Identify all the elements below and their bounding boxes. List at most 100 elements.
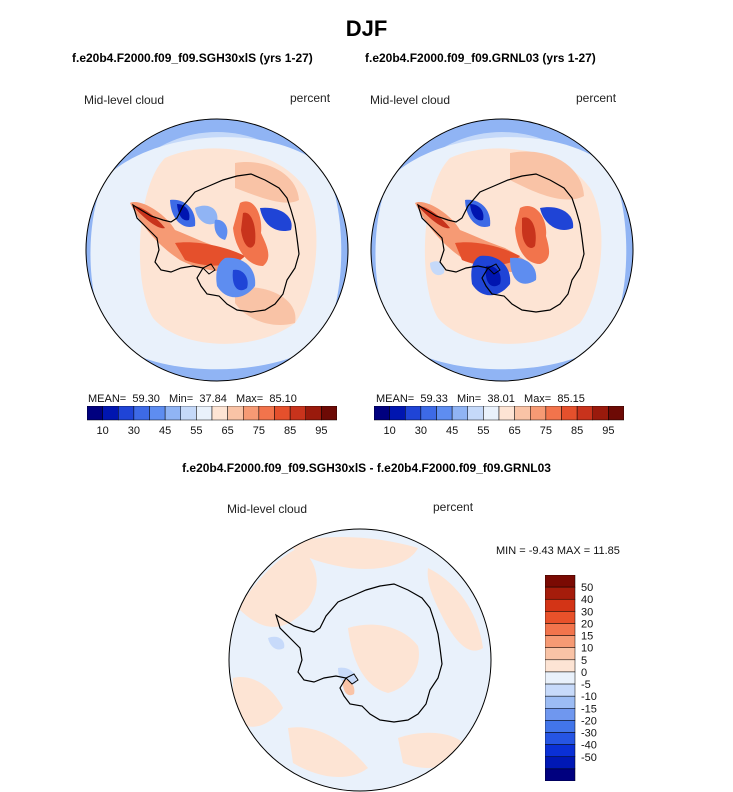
panel2-colorbar-cell bbox=[451, 406, 468, 421]
panel3-colorbar-tick: -20 bbox=[581, 715, 597, 727]
panel3-warm-interior bbox=[348, 624, 419, 693]
panel1-colorbar-tick: 45 bbox=[159, 425, 171, 437]
panel1-colorbar-cell bbox=[289, 406, 306, 421]
panel2-colorbar-cell bbox=[576, 406, 593, 421]
panel3-colorbar-cell bbox=[545, 671, 576, 685]
panel1-map bbox=[85, 118, 349, 382]
panel3-colorbar-tick: -15 bbox=[581, 703, 597, 715]
panel1-colorbar-cell bbox=[180, 406, 197, 421]
panel1-max-label: Max= bbox=[236, 393, 264, 405]
panel3-cold-patch-w bbox=[268, 636, 285, 650]
panel3-colorbar-cell bbox=[545, 708, 576, 721]
panel2-cold-patch-weddell bbox=[430, 261, 445, 276]
panel1-colorbar: 10 30 45 55 65 75 85 95 bbox=[87, 406, 337, 437]
panel3-colorbar-tick: 50 bbox=[581, 582, 593, 594]
panel2-colorbar-cell bbox=[405, 406, 422, 421]
panel3-colorbar-cell bbox=[545, 744, 576, 758]
panel3-colorbar-cell bbox=[545, 732, 576, 745]
panel1-colorbar-cell bbox=[274, 406, 291, 421]
panel2-cold-south-east bbox=[510, 257, 537, 284]
panel3-warm-patch-ne bbox=[427, 568, 483, 651]
panel1-colorbar-cell bbox=[133, 406, 150, 421]
panel3-colorbar-tick: -10 bbox=[581, 691, 597, 703]
panel1-colorbar-cell bbox=[164, 406, 181, 421]
panel3-subtitle: f.e20b4.F2000.f09_f09.SGH30xlS - f.e20b4… bbox=[182, 461, 551, 475]
panel2-units-label: percent bbox=[576, 91, 617, 105]
panel2-colorbar-tick: 75 bbox=[540, 425, 552, 437]
panel3-map bbox=[228, 528, 492, 792]
panel2-colorbar-cell bbox=[374, 406, 390, 421]
panel2-colorbar-tick: 45 bbox=[446, 425, 458, 437]
panel3-colorbar-cell bbox=[545, 647, 576, 661]
panel1-colorbar-cell bbox=[118, 406, 135, 421]
page-title: DJF bbox=[345, 16, 388, 41]
panel2-colorbar-cell bbox=[561, 406, 578, 421]
panel3-colorbar-tick: 0 bbox=[581, 667, 587, 679]
panel2-ross-peak bbox=[455, 242, 520, 266]
panel1-colorbar-tick: 65 bbox=[222, 425, 234, 437]
panel1-colorbar-cell bbox=[87, 406, 103, 421]
panel1-units-label: percent bbox=[290, 91, 331, 105]
panel2-colorbar-cell bbox=[530, 406, 547, 421]
panel3-colorbar-cell bbox=[545, 611, 576, 624]
panel3-warm-patch-n bbox=[288, 536, 418, 569]
panel1-peninsula-peak bbox=[133, 206, 165, 229]
panel2-colorbar-tick: 85 bbox=[571, 425, 583, 437]
panel1-colorbar-tick: 95 bbox=[315, 425, 327, 437]
panel1-map-border bbox=[85, 118, 349, 382]
panel1-colorbar-tick: 75 bbox=[253, 425, 265, 437]
panel3-colorbar-cell bbox=[545, 598, 576, 612]
panel2-colorbar-tick: 55 bbox=[477, 425, 489, 437]
panel2-mean-label: MEAN= bbox=[376, 393, 415, 405]
panel2-max-label: Max= bbox=[524, 393, 552, 405]
panel2-warm-patch-north bbox=[510, 151, 584, 200]
panel2-colorbar-cell bbox=[545, 406, 562, 421]
panel3-variable-label: Mid-level cloud bbox=[227, 502, 308, 516]
panel1-subtitle: f.e20b4.F2000.f09_f09.SGH30xlS (yrs 1-27… bbox=[72, 51, 313, 65]
panel3-colorbar-cell bbox=[545, 623, 576, 636]
panel3-colorbar-tick: -50 bbox=[581, 752, 597, 764]
panel1-colorbar-cell bbox=[258, 406, 275, 421]
panel2-cold-core-west bbox=[470, 204, 484, 221]
panel2-max-value: 85.15 bbox=[557, 393, 585, 405]
panel2-colorbar-cell bbox=[467, 406, 484, 421]
panel1-interior-low2 bbox=[214, 219, 228, 240]
panel2-subtitle: f.e20b4.F2000.f09_f09.GRNL03 (yrs 1-27) bbox=[365, 51, 596, 65]
panel2-east-peak bbox=[522, 217, 536, 249]
panel1-colorbar-tick: 10 bbox=[97, 425, 109, 437]
panel2-min-value: 38.01 bbox=[487, 393, 515, 405]
panel1-colorbar-cell bbox=[196, 406, 213, 421]
panel1-colorbar-tick: 30 bbox=[128, 425, 140, 437]
panel2-colorbar: 10 30 45 55 65 75 85 95 bbox=[374, 406, 624, 437]
panel2-peninsula-peak bbox=[418, 206, 450, 229]
panel1-east-peak bbox=[241, 212, 256, 248]
panel2-ice-shelf-outline bbox=[487, 263, 501, 275]
panel1-min-label: Min= bbox=[169, 393, 194, 405]
panel1-cold-core-west bbox=[177, 204, 190, 221]
panel3-colorbar-tick: 5 bbox=[581, 655, 587, 667]
panel2-antarctica-outline bbox=[416, 173, 585, 313]
panel2-colorbar-cell bbox=[608, 406, 624, 421]
panel3-colorbar-tick: 15 bbox=[581, 631, 593, 643]
panel2-colorbar-cell bbox=[592, 406, 609, 421]
panel2-colorbar-tick: 65 bbox=[509, 425, 521, 437]
panel3-colorbar-cell bbox=[545, 659, 576, 673]
panel1-interior-low bbox=[195, 205, 218, 225]
panel1-colorbar-cell bbox=[149, 406, 166, 421]
panel3-colorbar-cell bbox=[545, 635, 576, 648]
panel1-max-value: 85.10 bbox=[269, 393, 297, 405]
panel3-cold-patch-ross bbox=[338, 667, 357, 685]
panel3-warm-patch-w bbox=[233, 677, 283, 727]
panel1-stats: MEAN= 59.30 Min= 37.84 Max= 85.10 bbox=[88, 393, 297, 405]
panel2-mean-value: 59.33 bbox=[420, 393, 448, 405]
panel1-colorbar-cell bbox=[211, 406, 228, 421]
panel3-colorbar-cell bbox=[545, 756, 576, 770]
panel3-colorbar-tick: 10 bbox=[581, 643, 593, 655]
panel3-warm-patch-nw bbox=[238, 548, 317, 627]
panel2-colorbar-tick: 30 bbox=[415, 425, 427, 437]
panel1-mean-label: MEAN= bbox=[88, 393, 127, 405]
panel2-colorbar-tick: 95 bbox=[602, 425, 614, 437]
panel3-colorbar-tick: 30 bbox=[581, 606, 593, 618]
panel1-cold-south-core bbox=[232, 269, 248, 291]
